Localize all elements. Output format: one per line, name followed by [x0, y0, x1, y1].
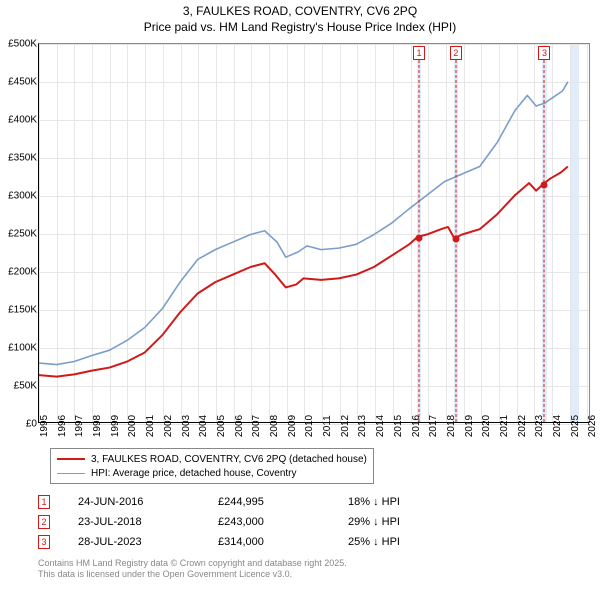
- x-axis-label: 2021: [499, 415, 510, 437]
- y-axis-label: £100K: [8, 343, 37, 354]
- x-axis-label: 2024: [552, 415, 563, 437]
- legend-label: 3, FAULKES ROAD, COVENTRY, CV6 2PQ (deta…: [91, 454, 367, 465]
- x-axis-label: 2005: [216, 415, 227, 437]
- legend-label: HPI: Average price, detached house, Cove…: [91, 468, 297, 479]
- x-axis-label: 2004: [198, 415, 209, 437]
- x-axis-label: 2026: [587, 415, 598, 437]
- x-axis-label: 2007: [251, 415, 262, 437]
- chart-container: 3, FAULKES ROAD, COVENTRY, CV6 2PQ Price…: [0, 0, 600, 590]
- x-axis-label: 2002: [163, 415, 174, 437]
- x-axis-label: 2001: [145, 415, 156, 437]
- x-axis-label: 2013: [357, 415, 368, 437]
- sale-delta: 25% ↓ HPI: [348, 536, 468, 548]
- sale-price: £244,995: [218, 496, 348, 508]
- x-axis-label: 2008: [269, 415, 280, 437]
- y-axis-label: £0: [26, 419, 37, 430]
- title-address: 3, FAULKES ROAD, COVENTRY, CV6 2PQ: [0, 4, 600, 20]
- y-axis-label: £450K: [8, 77, 37, 88]
- x-axis-label: 1997: [74, 415, 85, 437]
- footer-line: Contains HM Land Registry data © Crown c…: [38, 558, 347, 569]
- x-axis-label: 1999: [110, 415, 121, 437]
- sale-point: [541, 182, 548, 189]
- y-axis-label: £350K: [8, 153, 37, 164]
- table-row: 3 28-JUL-2023 £314,000 25% ↓ HPI: [38, 532, 468, 552]
- sale-price: £243,000: [218, 516, 348, 528]
- sale-delta: 29% ↓ HPI: [348, 516, 468, 528]
- y-axis-label: £500K: [8, 39, 37, 50]
- x-axis-label: 2003: [181, 415, 192, 437]
- x-axis-label: 2016: [411, 415, 422, 437]
- x-axis-label: 2025: [570, 415, 581, 437]
- chart-plot-area: £0£50K£100K£150K£200K£250K£300K£350K£400…: [38, 43, 590, 423]
- x-axis-label: 2019: [464, 415, 475, 437]
- title-subtitle: Price paid vs. HM Land Registry's House …: [0, 20, 600, 36]
- legend-row: HPI: Average price, detached house, Cove…: [57, 466, 367, 480]
- table-row: 2 23-JUL-2018 £243,000 29% ↓ HPI: [38, 512, 468, 532]
- sale-marker-box: 2: [38, 515, 50, 529]
- y-axis-label: £200K: [8, 267, 37, 278]
- sale-date: 24-JUN-2016: [78, 496, 218, 508]
- footer: Contains HM Land Registry data © Crown c…: [38, 558, 347, 581]
- sale-price: £314,000: [218, 536, 348, 548]
- x-axis-label: 2012: [340, 415, 351, 437]
- legend-swatch: [57, 473, 85, 474]
- x-axis-label: 2015: [393, 415, 404, 437]
- x-axis-label: 1998: [92, 415, 103, 437]
- y-axis-label: £50K: [14, 381, 37, 392]
- x-axis-label: 1995: [39, 415, 50, 437]
- sale-marker-box: 1: [413, 46, 425, 60]
- legend-row: 3, FAULKES ROAD, COVENTRY, CV6 2PQ (deta…: [57, 452, 367, 466]
- x-axis-label: 2022: [517, 415, 528, 437]
- y-axis-label: £250K: [8, 229, 37, 240]
- chart-lines-svg: [39, 44, 589, 422]
- x-axis-label: 2000: [127, 415, 138, 437]
- sale-point: [452, 236, 459, 243]
- sale-date: 23-JUL-2018: [78, 516, 218, 528]
- x-axis-label: 2009: [287, 415, 298, 437]
- y-axis-label: £150K: [8, 305, 37, 316]
- x-axis-label: 2010: [304, 415, 315, 437]
- sale-point: [416, 234, 423, 241]
- sale-marker-box: 2: [450, 46, 462, 60]
- y-axis-label: £300K: [8, 191, 37, 202]
- x-axis-label: 2020: [481, 415, 492, 437]
- sales-table: 1 24-JUN-2016 £244,995 18% ↓ HPI 2 23-JU…: [38, 492, 468, 552]
- sale-marker-box: 3: [538, 46, 550, 60]
- table-row: 1 24-JUN-2016 £244,995 18% ↓ HPI: [38, 492, 468, 512]
- x-axis-label: 1996: [57, 415, 68, 437]
- legend-swatch: [57, 458, 85, 460]
- legend: 3, FAULKES ROAD, COVENTRY, CV6 2PQ (deta…: [50, 448, 374, 484]
- y-axis-label: £400K: [8, 115, 37, 126]
- sale-delta: 18% ↓ HPI: [348, 496, 468, 508]
- x-axis-label: 2017: [428, 415, 439, 437]
- sale-marker-box: 3: [38, 535, 50, 549]
- footer-line: This data is licensed under the Open Gov…: [38, 569, 347, 580]
- sale-marker-box: 1: [38, 495, 50, 509]
- sale-date: 28-JUL-2023: [78, 536, 218, 548]
- x-axis-label: 2011: [322, 415, 333, 437]
- title-block: 3, FAULKES ROAD, COVENTRY, CV6 2PQ Price…: [0, 0, 600, 35]
- x-axis-label: 2014: [375, 415, 386, 437]
- x-axis-label: 2006: [234, 415, 245, 437]
